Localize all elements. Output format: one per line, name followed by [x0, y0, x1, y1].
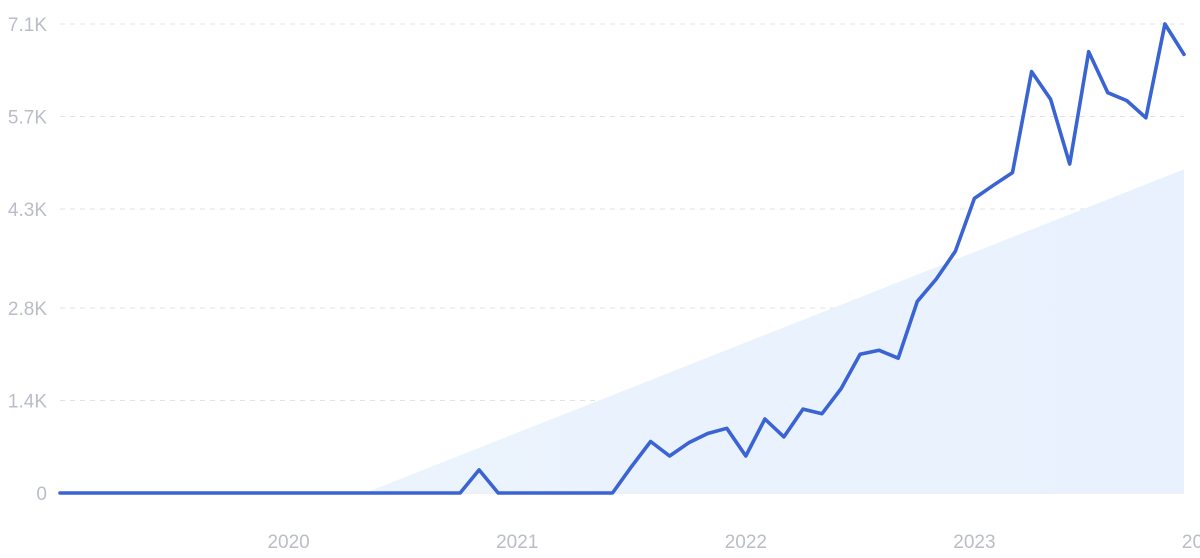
x-tick-label: 2024 — [1182, 532, 1200, 553]
x-axis-ticks: 2020 2021 2022 2023 2024 — [267, 532, 1200, 553]
y-tick-label: 0 — [36, 484, 47, 505]
x-tick-label: 2022 — [725, 532, 767, 553]
series-line — [58, 22, 1186, 495]
x-tick-label: 2023 — [953, 532, 995, 553]
trend-area — [364, 169, 1184, 493]
x-tick-label: 2021 — [496, 532, 538, 553]
y-tick-label: 1.4K — [8, 392, 47, 413]
y-tick-label: 4.3K — [8, 200, 47, 221]
y-axis-ticks: 0 1.4K 2.8K 4.3K 5.7K 7.1K — [8, 15, 47, 505]
y-tick-label: 5.7K — [8, 107, 47, 128]
x-tick-label: 2020 — [267, 532, 309, 553]
y-tick-label: 7.1K — [8, 15, 47, 36]
trend-area-shape — [364, 169, 1184, 493]
y-tick-label: 2.8K — [8, 299, 47, 320]
series-line-path — [58, 22, 1186, 495]
